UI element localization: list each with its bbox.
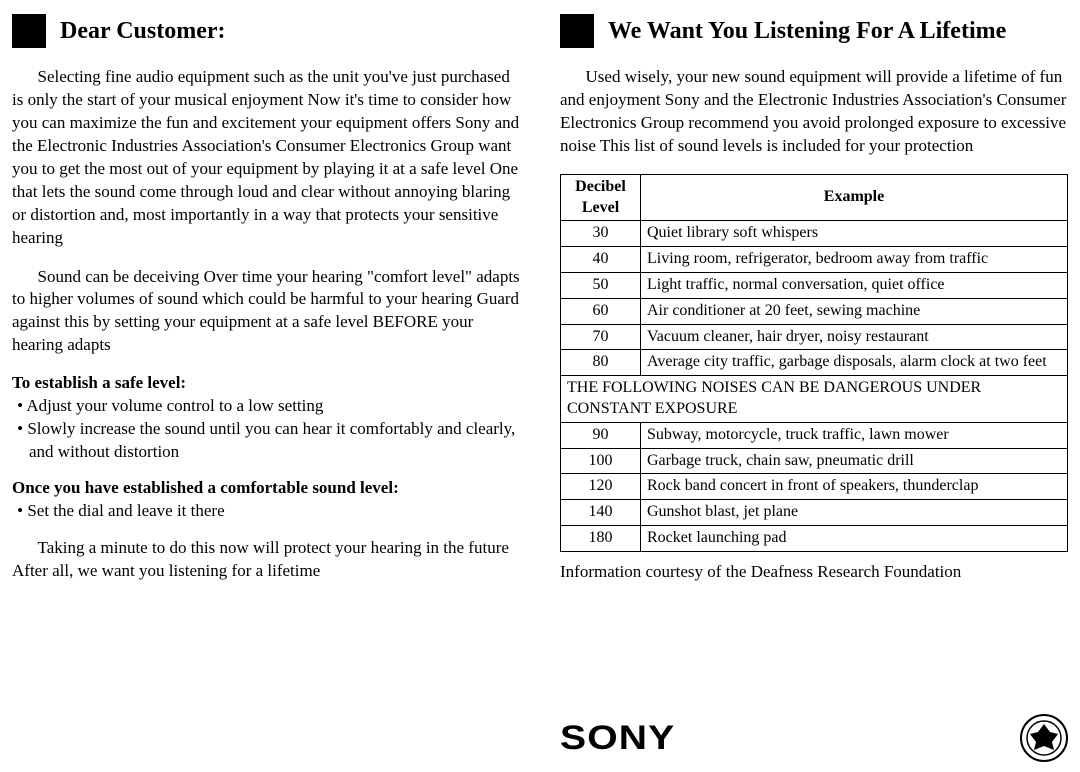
cell-example: Living room, refrigerator, bedroom away … <box>641 247 1068 273</box>
table-warning-row: THE FOLLOWING NOISES CAN BE DANGEROUS UN… <box>561 376 1068 423</box>
cell-example: Vacuum cleaner, hair dryer, noisy restau… <box>641 324 1068 350</box>
table-row: 40Living room, refrigerator, bedroom awa… <box>561 247 1068 273</box>
right-paragraph-1: Used wisely, your new sound equipment wi… <box>560 66 1068 158</box>
cell-example: Light traffic, normal conversation, quie… <box>641 272 1068 298</box>
cell-level: 100 <box>561 448 641 474</box>
table-row: 90Subway, motorcycle, truck traffic, law… <box>561 422 1068 448</box>
table-row: 60Air conditioner at 20 feet, sewing mac… <box>561 298 1068 324</box>
bullet-list-established: Set the dial and leave it there <box>12 500 520 523</box>
black-square-icon <box>12 14 46 48</box>
eia-seal-icon <box>1020 714 1068 762</box>
left-column: Dear Customer: Selecting fine audio equi… <box>12 14 520 762</box>
cell-level: 180 <box>561 525 641 551</box>
table-row: 180Rocket launching pad <box>561 525 1068 551</box>
left-paragraph-2: Sound can be deceiving Over time your he… <box>12 266 520 358</box>
cell-level: 40 <box>561 247 641 273</box>
right-heading-row: We Want You Listening For A Lifetime <box>560 14 1068 48</box>
cell-example: Garbage truck, chain saw, pneumatic dril… <box>641 448 1068 474</box>
table-header-level: Decibel Level <box>561 174 641 221</box>
table-row: 50Light traffic, normal conversation, qu… <box>561 272 1068 298</box>
list-item: Set the dial and leave it there <box>12 500 520 523</box>
subhead-establish: To establish a safe level: <box>12 373 520 393</box>
subhead-established: Once you have established a comfortable … <box>12 478 520 498</box>
list-item: Slowly increase the sound until you can … <box>12 418 520 464</box>
table-row: 70Vacuum cleaner, hair dryer, noisy rest… <box>561 324 1068 350</box>
cell-example: Air conditioner at 20 feet, sewing machi… <box>641 298 1068 324</box>
cell-example: Average city traffic, garbage disposals,… <box>641 350 1068 376</box>
cell-example: Gunshot blast, jet plane <box>641 500 1068 526</box>
footer-row: SONY <box>560 714 1068 762</box>
cell-level: 120 <box>561 474 641 500</box>
left-paragraph-3: Taking a minute to do this now will prot… <box>12 537 520 583</box>
left-paragraph-1: Selecting fine audio equipment such as t… <box>12 66 520 250</box>
cell-level: 30 <box>561 221 641 247</box>
table-row: 120Rock band concert in front of speaker… <box>561 474 1068 500</box>
cell-example: Rock band concert in front of speakers, … <box>641 474 1068 500</box>
left-heading-row: Dear Customer: <box>12 14 520 48</box>
table-row: 30Quiet library soft whispers <box>561 221 1068 247</box>
bullet-list-establish: Adjust your volume control to a low sett… <box>12 395 520 464</box>
table-caption: Information courtesy of the Deafness Res… <box>560 562 1068 582</box>
table-row: 100Garbage truck, chain saw, pneumatic d… <box>561 448 1068 474</box>
cell-example: Subway, motorcycle, truck traffic, lawn … <box>641 422 1068 448</box>
cell-level: 50 <box>561 272 641 298</box>
cell-example: Quiet library soft whispers <box>641 221 1068 247</box>
cell-level: 80 <box>561 350 641 376</box>
cell-level: 90 <box>561 422 641 448</box>
list-item: Adjust your volume control to a low sett… <box>12 395 520 418</box>
right-heading: We Want You Listening For A Lifetime <box>608 18 1006 45</box>
black-square-icon <box>560 14 594 48</box>
cell-level: 70 <box>561 324 641 350</box>
cell-example: Rocket launching pad <box>641 525 1068 551</box>
decibel-table: Decibel Level Example 30Quiet library so… <box>560 174 1068 552</box>
table-header-example: Example <box>641 174 1068 221</box>
right-column: We Want You Listening For A Lifetime Use… <box>560 14 1068 762</box>
cell-level: 60 <box>561 298 641 324</box>
left-heading: Dear Customer: <box>60 18 226 45</box>
sony-logo: SONY <box>560 719 675 758</box>
cell-level: 140 <box>561 500 641 526</box>
table-row: 80Average city traffic, garbage disposal… <box>561 350 1068 376</box>
table-row: 140Gunshot blast, jet plane <box>561 500 1068 526</box>
